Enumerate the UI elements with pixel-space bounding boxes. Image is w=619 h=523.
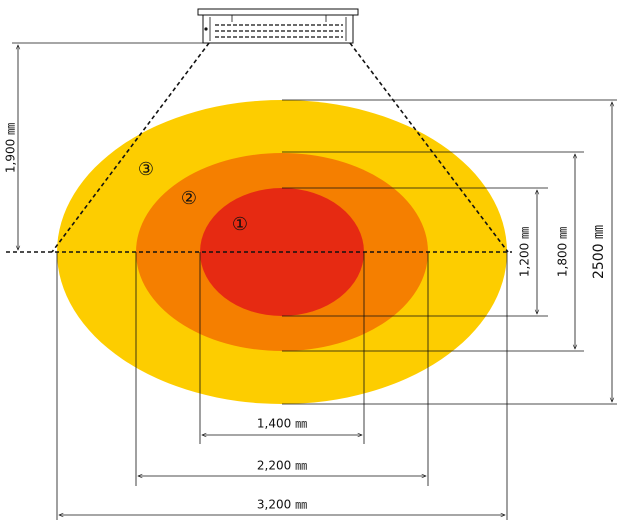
heat-cone-left	[51, 42, 210, 253]
depth-zone3-label: 2500 ㎜	[591, 225, 607, 279]
width-zone1-label: 1,400 ㎜	[257, 417, 307, 431]
ceiling-heater-icon	[197, 8, 359, 44]
depth-zone2-label: 1,800 ㎜	[556, 227, 570, 277]
height-dimension-label: 1,900 ㎜	[4, 123, 18, 173]
zone-1-label: ①	[232, 214, 248, 235]
width-zone2-label: 2,200 ㎜	[257, 459, 307, 473]
width-extension-lines	[56, 252, 508, 520]
zone-2-label: ②	[181, 188, 197, 209]
heat-cone-right	[349, 42, 509, 253]
width-zone3-label: 3,200 ㎜	[257, 498, 307, 512]
zone-3-label: ③	[138, 159, 154, 180]
depth-extension-lines	[282, 99, 617, 405]
depth-zone1-label: 1,200 ㎜	[518, 227, 532, 277]
